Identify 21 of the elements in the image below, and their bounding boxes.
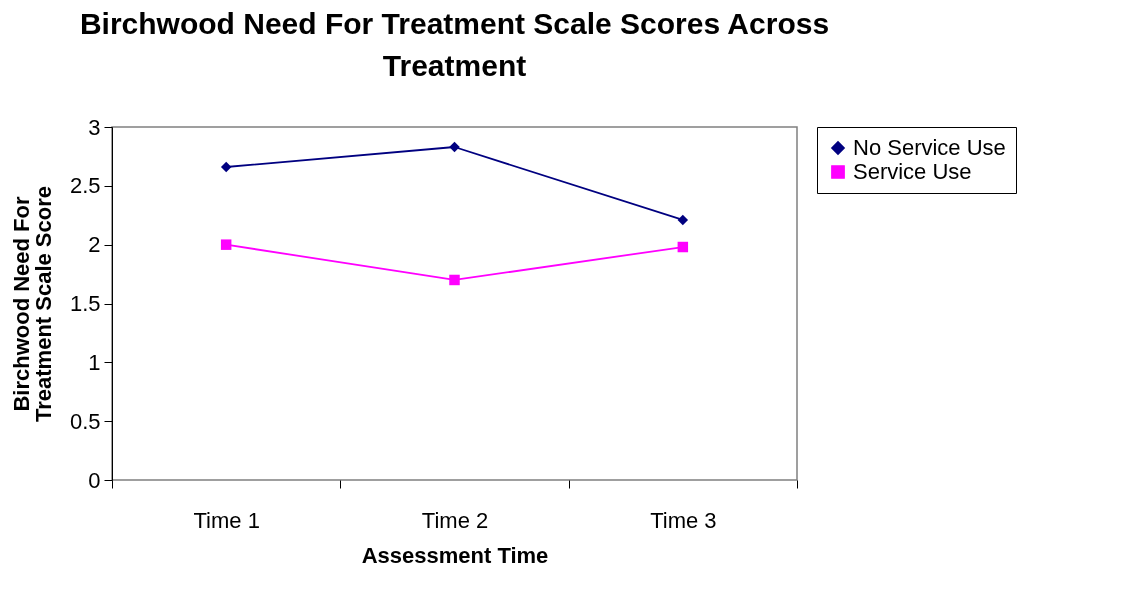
point — [449, 141, 460, 153]
x-tick-label: Time 2 — [421, 507, 489, 533]
y-tick-label: 0 — [88, 467, 101, 493]
y-tick-label: 1.5 — [69, 291, 101, 316]
point — [449, 274, 460, 286]
legend-label: No Service Use — [853, 135, 1006, 160]
y-tick-label: 3 — [88, 114, 101, 140]
x-axis-title: Assessment Time — [361, 542, 549, 568]
point — [220, 239, 232, 250]
point — [677, 214, 689, 226]
chart-title: Birchwood Need For Treatment Scale Scores Across Treatment — [79, 7, 830, 82]
point — [220, 161, 232, 173]
x-tick-label: Time 3 — [650, 507, 717, 533]
y-tick-label: 2 — [88, 232, 101, 258]
y-tick-label: 2.5 — [69, 173, 101, 199]
y-tick-label: 0.5 — [69, 408, 101, 434]
y-axis-title: Birchwood Need For Treatment Scale Score — [8, 185, 56, 423]
x-tick-label: Time 1 — [193, 507, 260, 533]
legend-label: Service Use — [853, 159, 972, 184]
point — [677, 241, 689, 253]
y-tick-label: 1 — [88, 349, 101, 375]
